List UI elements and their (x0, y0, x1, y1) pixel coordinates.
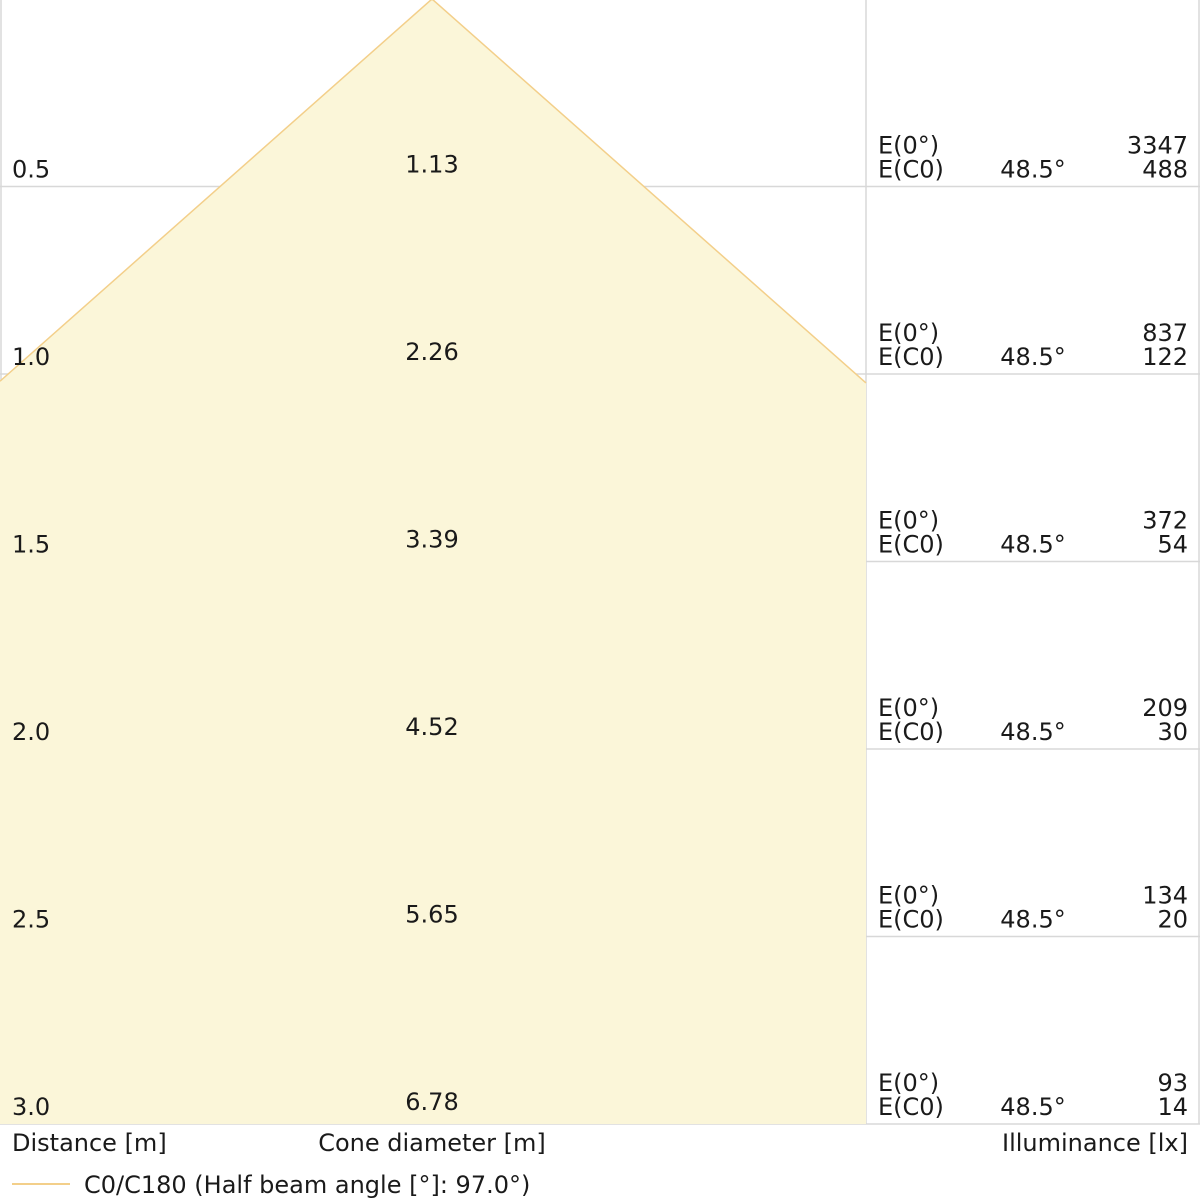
e0-value: 209 (1142, 694, 1188, 722)
ec0-value: 488 (1142, 156, 1188, 184)
angle-value: 48.5° (1000, 906, 1065, 934)
distance-value: 2.0 (12, 718, 50, 746)
cone-diameter-value: 2.26 (405, 338, 458, 366)
ec0-label: E(C0) (878, 1093, 944, 1121)
e0-label: E(0°) (878, 882, 939, 910)
cone-diameter-value: 3.39 (405, 526, 458, 554)
e0-value: 134 (1142, 882, 1188, 910)
e0-label: E(0°) (878, 694, 939, 722)
ec0-label: E(C0) (878, 906, 944, 934)
cone-diameter-value: 5.65 (405, 901, 458, 929)
angle-value: 48.5° (1000, 156, 1065, 184)
footer-illuminance-label: Illuminance [lx] (1002, 1129, 1188, 1157)
ec0-value: 14 (1157, 1093, 1188, 1121)
e0-value: 372 (1142, 507, 1188, 535)
distance-value: 1.0 (12, 343, 50, 371)
ec0-label: E(C0) (878, 718, 944, 746)
ec0-value: 122 (1142, 343, 1188, 371)
e0-value: 837 (1142, 319, 1188, 347)
distance-value: 0.5 (12, 156, 50, 184)
angle-value: 48.5° (1000, 531, 1065, 559)
distance-value: 1.5 (12, 531, 50, 559)
e0-value: 3347 (1127, 132, 1188, 160)
e0-label: E(0°) (878, 319, 939, 347)
e0-label: E(0°) (878, 1069, 939, 1097)
angle-value: 48.5° (1000, 343, 1065, 371)
distance-value: 3.0 (12, 1093, 50, 1121)
legend-label: C0/C180 (Half beam angle [°]: 97.0°) (84, 1171, 530, 1199)
e0-label: E(0°) (878, 132, 939, 160)
cone-diameter-value: 1.13 (405, 151, 458, 179)
e0-value: 93 (1157, 1069, 1188, 1097)
angle-value: 48.5° (1000, 1093, 1065, 1121)
angle-value: 48.5° (1000, 718, 1065, 746)
distance-value: 2.5 (12, 906, 50, 934)
cone-diameter-value: 4.52 (405, 713, 458, 741)
cone-diameter-value: 6.78 (405, 1088, 458, 1116)
beam-cone-edge (0, 0, 867, 384)
ec0-label: E(C0) (878, 531, 944, 559)
ec0-label: E(C0) (878, 343, 944, 371)
ec0-value: 20 (1157, 906, 1188, 934)
beam-cone (0, 0, 866, 1124)
e0-label: E(0°) (878, 507, 939, 535)
ec0-value: 30 (1157, 718, 1188, 746)
footer-cone-diameter-label: Cone diameter [m] (318, 1129, 546, 1157)
footer-distance-label: Distance [m] (12, 1129, 167, 1157)
ec0-value: 54 (1157, 531, 1188, 559)
ec0-label: E(C0) (878, 156, 944, 184)
